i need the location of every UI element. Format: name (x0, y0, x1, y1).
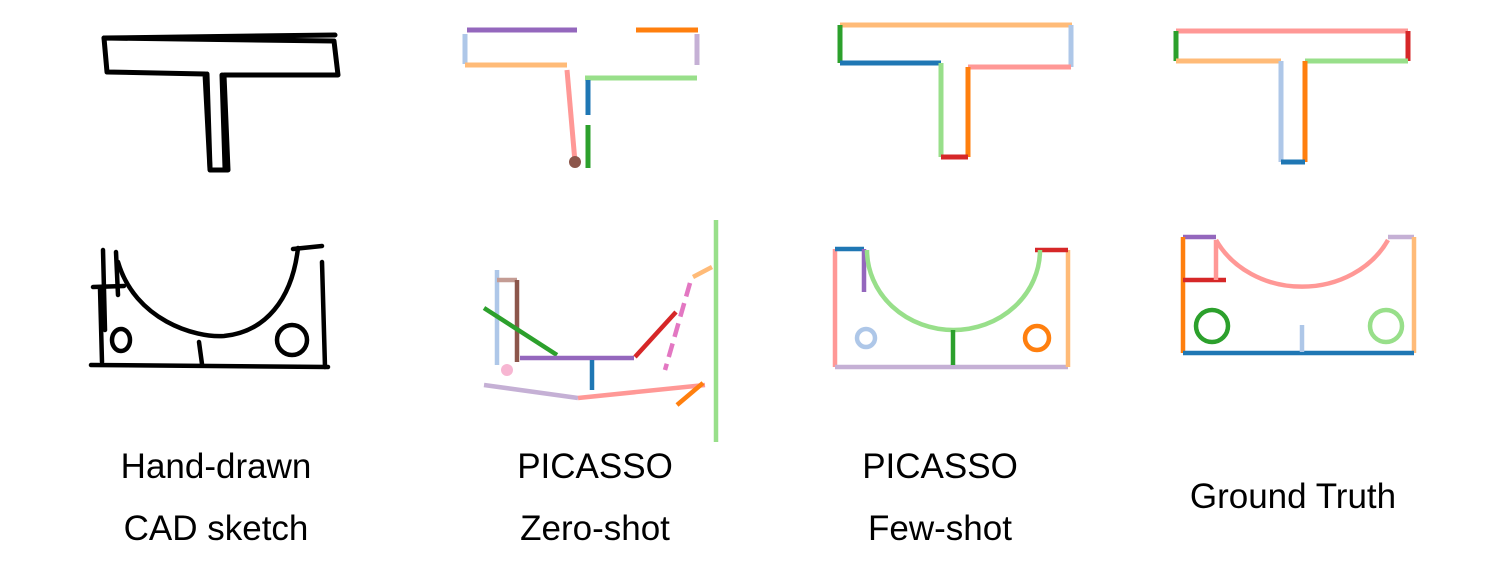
caption-line: PICASSO (517, 447, 673, 486)
caption-line: Hand-drawn (120, 447, 312, 486)
caption-ground-truth: Ground Truth (1160, 466, 1426, 528)
hand-drawn-t-sketch (101, 32, 341, 173)
caption-hand-drawn: Hand-drawn CAD sketch (106, 436, 326, 560)
few-shot-t-prediction (837, 22, 1074, 160)
ground-truth-t (1173, 28, 1411, 165)
caption-line: Few-shot (868, 509, 1012, 548)
zero-shot-t-prediction (462, 27, 700, 168)
caption-line: Ground Truth (1189, 477, 1397, 516)
caption-line: CAD sketch (123, 509, 309, 548)
zero-shot-bracket-prediction (482, 220, 719, 442)
caption-line: PICASSO (862, 447, 1018, 486)
ground-truth-bracket (1180, 234, 1417, 356)
caption-picasso-few-shot: PICASSO Few-shot (840, 436, 1040, 560)
caption-picasso-zero-shot: PICASSO Zero-shot (495, 436, 695, 560)
hand-drawn-bracket-sketch (88, 243, 331, 370)
few-shot-bracket-prediction (832, 246, 1071, 370)
caption-line: Zero-shot (520, 509, 670, 548)
